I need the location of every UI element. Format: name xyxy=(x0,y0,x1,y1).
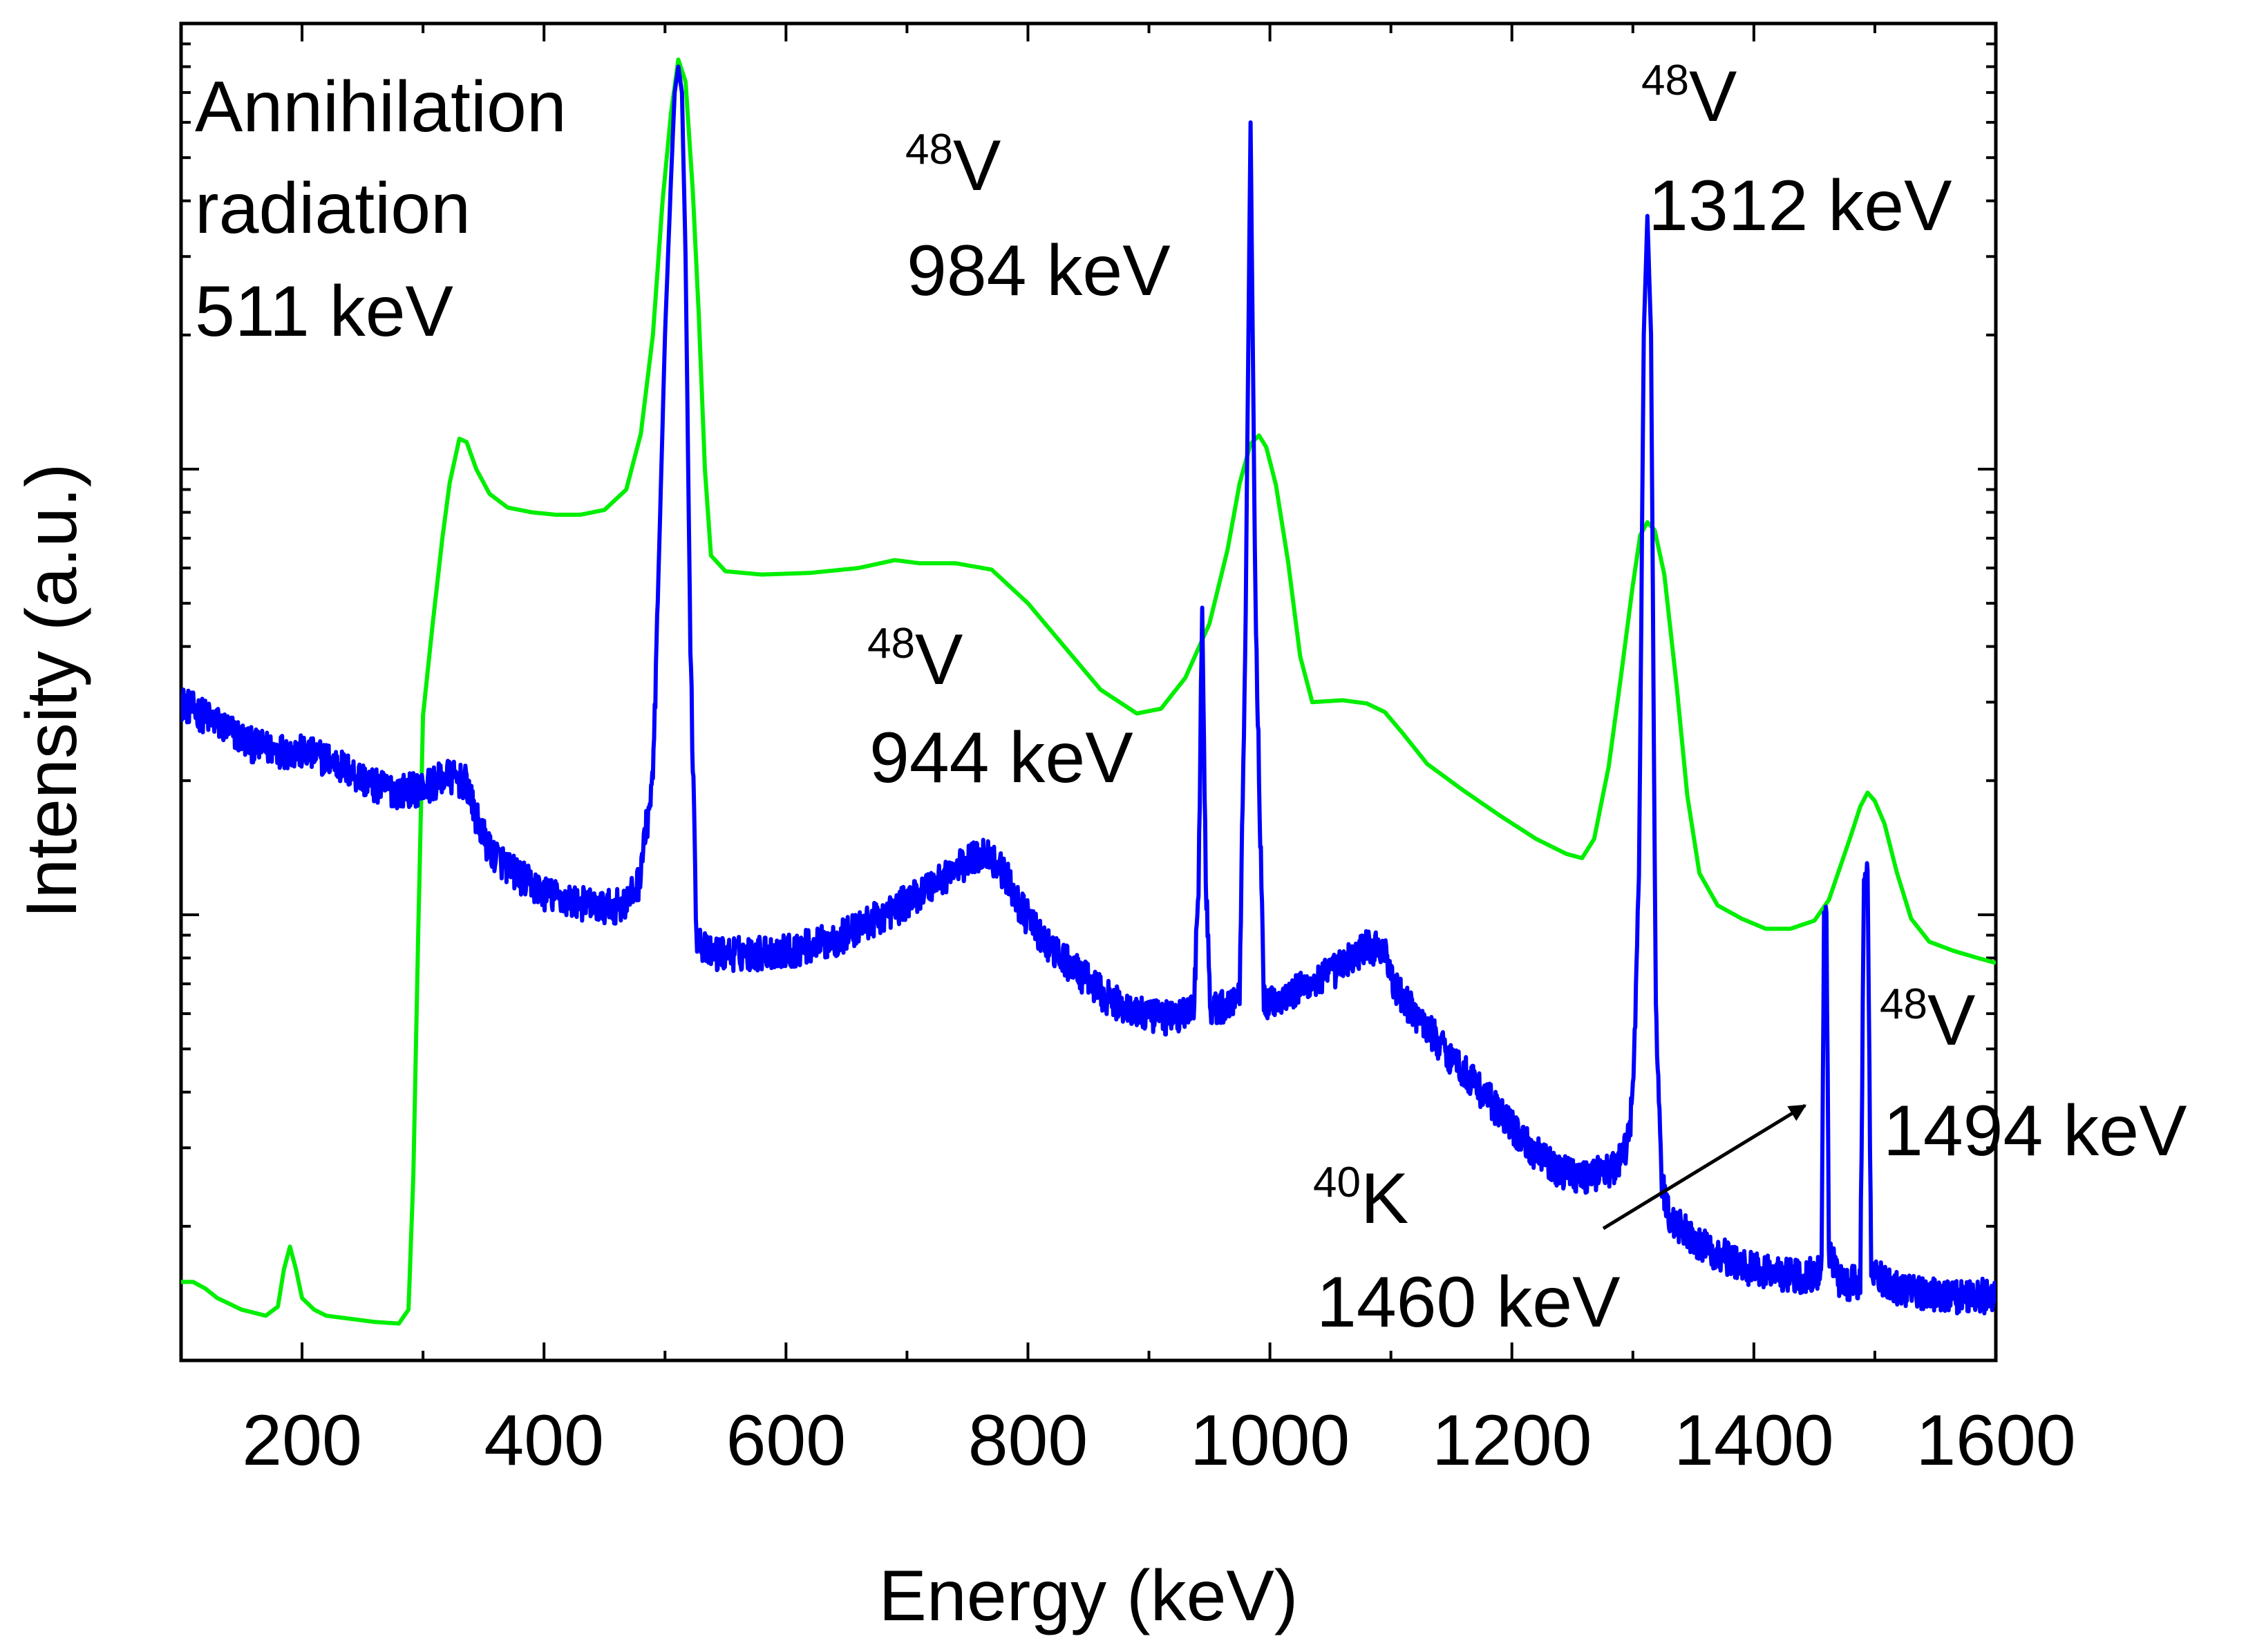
annotation-annihilation-line3: 511 keV xyxy=(195,272,453,352)
series-line-scintillator xyxy=(181,57,1996,1326)
annotation-v48-1312-isotope: 48V xyxy=(1641,57,1737,137)
x-tick-label: 1000 xyxy=(1190,1401,1350,1481)
isotope-mass: 48 xyxy=(867,620,915,667)
annotation-v48-944: 48V 944 keV xyxy=(867,620,1133,798)
x-tick-label: 1600 xyxy=(1916,1401,2075,1481)
annotation-v48-1312-energy: 1312 keV xyxy=(1648,166,1952,246)
isotope-mass: 48 xyxy=(1880,980,1927,1028)
annotation-k40-1460-isotope: 40K xyxy=(1313,1159,1408,1239)
annotation-v48-1494-isotope: 48V xyxy=(1880,980,1975,1061)
annotation-v48-1494-energy: 1494 keV xyxy=(1883,1091,2187,1171)
isotope-mass: 40 xyxy=(1313,1159,1361,1206)
annotation-v48-984-isotope: 48V xyxy=(905,126,1001,206)
x-tick-label: 400 xyxy=(484,1401,604,1481)
annotation-k40-arrow xyxy=(1602,1103,1807,1231)
annotation-v48-944-isotope: 48V xyxy=(867,620,963,700)
isotope-symbol: V xyxy=(1689,57,1737,137)
y-axis-title: Intensity (a.u.) xyxy=(12,464,92,919)
annotation-v48-944-energy: 944 keV xyxy=(869,718,1133,798)
axis-ticks xyxy=(180,23,1997,1362)
annotation-k40-1460-energy: 1460 keV xyxy=(1317,1262,1620,1342)
x-tick-label: 800 xyxy=(968,1401,1088,1481)
x-tick-label: 1200 xyxy=(1432,1401,1592,1481)
isotope-symbol: V xyxy=(1927,980,1975,1061)
isotope-symbol: V xyxy=(953,126,1001,206)
isotope-mass: 48 xyxy=(1641,57,1689,104)
annotation-v48-984-energy: 984 keV xyxy=(907,231,1171,311)
series-line-germanium xyxy=(181,64,1996,1316)
x-tick-label: 1400 xyxy=(1674,1401,1833,1481)
isotope-mass: 48 xyxy=(905,126,953,173)
annotation-annihilation-line2: radiation xyxy=(195,169,471,249)
annotation-annihilation-line1: Annihilation xyxy=(195,67,567,147)
x-tick-label: 600 xyxy=(726,1401,847,1481)
isotope-symbol: K xyxy=(1361,1159,1408,1239)
annotation-k40-1460: 40K 1460 keV xyxy=(1313,1103,1807,1342)
annotation-v48-1312: 48V 1312 keV xyxy=(1641,57,1952,246)
plot-frame xyxy=(179,21,1998,1363)
x-tick-labels: 200 400 600 800 1000 1200 1400 1600 xyxy=(242,1401,2075,1481)
annotation-v48-984: 48V 984 keV xyxy=(905,126,1171,311)
isotope-symbol: V xyxy=(915,620,963,700)
annotation-annihilation: Annihilation radiation 511 keV xyxy=(195,67,567,352)
x-axis-title: Energy (keV) xyxy=(879,1556,1299,1636)
annotation-v48-1494: 48V 1494 keV xyxy=(1880,980,2187,1171)
x-tick-label: 200 xyxy=(242,1401,362,1481)
